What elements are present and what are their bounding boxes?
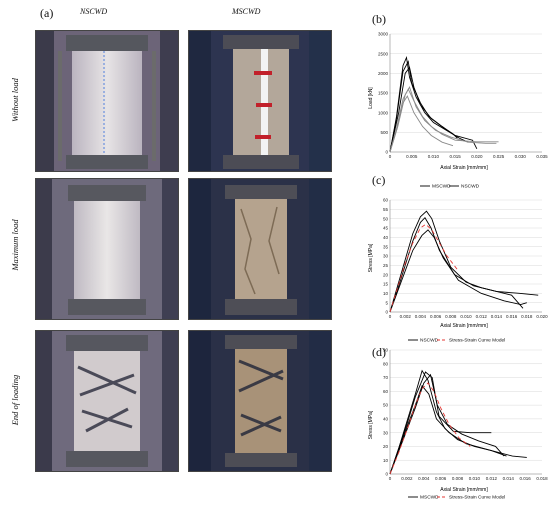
- chart-d-xtick-label: 0.006: [435, 476, 447, 481]
- chart-c-ytick-label: 15: [383, 282, 389, 287]
- chart-d-xtick-label: 0.002: [401, 476, 413, 481]
- chart-c-xlabel: Axial Strain [mm/mm]: [440, 323, 488, 329]
- chart-b-xtick-label: 0.005: [406, 154, 418, 159]
- photo-nscwd-end-of-loading: [35, 330, 179, 472]
- column-header-mscwd: MSCWD: [232, 7, 261, 16]
- chart-c-legend-label: NSCWD: [461, 184, 480, 190]
- chart-b-ylabel: Load [kN]: [368, 87, 374, 109]
- chart-c-legend-label: MSCWD: [432, 184, 451, 190]
- chart-b-xtick-label: 0.035: [536, 154, 548, 159]
- chart-c-ytick-label: 10: [383, 291, 389, 296]
- chart-d-xlabel: Axial Strain [mm/mm]: [440, 487, 488, 493]
- chart-b-xtick-label: 0.030: [515, 154, 527, 159]
- chart-d-xtick-label: 0: [389, 476, 392, 481]
- chart-c-ytick-label: 60: [383, 198, 389, 203]
- chart-c-ytick-label: 25: [383, 263, 389, 268]
- chart-c-xtick-label: 0.004: [415, 314, 427, 319]
- chart-d-letter: (d): [372, 345, 386, 359]
- chart-b-ytick-label: 3000: [378, 32, 389, 37]
- chart-c-series-line: [389, 210, 524, 313]
- chart-b-ytick-label: 2000: [378, 71, 389, 76]
- chart-d-legend-label: NSCWD: [420, 338, 439, 344]
- chart-d-xtick-label: 0.008: [452, 476, 464, 481]
- chart-c-ytick-label: 55: [383, 207, 389, 212]
- chart-c-ytick-label: 30: [383, 254, 389, 259]
- chart-d-ytick-label: 80: [383, 361, 389, 366]
- row-label-maximum-load: Maximum load: [10, 219, 20, 271]
- chart-c-xtick-label: 0: [389, 314, 392, 319]
- chart-d-ytick-label: 40: [383, 416, 389, 421]
- chart-c-xtick-label: 0.012: [476, 314, 488, 319]
- chart-d-xtick-label: 0.018: [536, 476, 548, 481]
- chart-b: 0 500 1000 1500 2000 2500 3000 0 0.005 0.010 0.015…: [368, 32, 548, 171]
- chart-c-xtick-label: 0.018: [521, 314, 533, 319]
- chart-d-ytick-label: 60: [383, 389, 389, 394]
- chart-d-xtick-label: 0.004: [418, 476, 430, 481]
- chart-c-xtick-label: 0.014: [491, 314, 503, 319]
- chart-b-xtick-label: 0.020: [471, 154, 483, 159]
- chart-d-series-line: [389, 371, 492, 475]
- chart-b-xtick-label: 0: [389, 154, 392, 159]
- chart-c-ytick-label: 40: [383, 235, 389, 240]
- chart-b-ytick-label: 1500: [378, 91, 389, 96]
- chart-c-xtick-label: 0.016: [506, 314, 518, 319]
- chart-b-series-line: [389, 60, 478, 153]
- chart-c-series-line: [389, 229, 527, 313]
- chart-c-ytick-label: 0: [385, 310, 388, 315]
- chart-b-ytick-label: 0: [385, 150, 388, 155]
- panel-a-letter: (a): [40, 6, 54, 20]
- chart-c-ytick-label: 5: [385, 300, 388, 305]
- chart-c-xtick-label: 0.002: [400, 314, 412, 319]
- chart-d-ylabel: Stress [MPa]: [368, 410, 374, 439]
- chart-c-ytick-label: 45: [383, 226, 389, 231]
- chart-d-legend-label: Stress-Strain Curve Model: [449, 338, 505, 344]
- chart-b-xlabel: Axial Strain [mm/mm]: [440, 165, 488, 171]
- chart-b-series-line: [389, 66, 458, 153]
- chart-d-xtick-label: 0.012: [486, 476, 498, 481]
- chart-b-ytick-label: 500: [380, 130, 388, 135]
- chart-b-letter: (b): [372, 12, 386, 26]
- chart-d-legend-label: MSCWD: [420, 495, 439, 500]
- chart-c-xtick-label: 0.020: [536, 314, 548, 319]
- chart-c-series-line: [389, 223, 459, 313]
- chart-c-ytick-label: 35: [383, 244, 389, 249]
- chart-d-ytick-label: 20: [383, 444, 389, 449]
- chart-d-ytick-label: 90: [383, 348, 389, 353]
- chart-b-xtick-label: 0.010: [428, 154, 440, 159]
- chart-c-ylabel: Stress [MPa]: [368, 243, 374, 272]
- chart-c-letter: (c): [372, 173, 386, 187]
- chart-c: 0 5 10 15 20 25 30 35 40 45 50 55 60 0 0.002 0.004 0.006…: [368, 184, 548, 329]
- chart-b-xtick-label: 0.025: [493, 154, 505, 159]
- chart-d: 0 10 20 30 40 50 60 70 80 90 0 0.002 0.004 0.006 0.008…: [368, 338, 548, 500]
- photo-mscwd-end-of-loading: [188, 330, 332, 472]
- chart-d-series-line: [389, 382, 471, 475]
- chart-c-ytick-label: 50: [383, 216, 389, 221]
- chart-d-legend-label: Stress-Strain Curve Model: [449, 495, 505, 500]
- photo-mscwd-maximum-load: [188, 178, 332, 320]
- chart-d-series-line: [389, 384, 527, 475]
- chart-c-xtick-label: 0.010: [460, 314, 472, 319]
- chart-d-ytick-label: 70: [383, 375, 389, 380]
- photo-mscwd-without-load: [188, 30, 332, 172]
- photo-nscwd-maximum-load: [35, 178, 179, 320]
- row-label-end-of-loading: End of loading: [10, 374, 20, 426]
- chart-b-series-line: [389, 95, 454, 153]
- row-label-without-load: Without load: [10, 78, 20, 122]
- chart-c-xtick-label: 0.008: [445, 314, 457, 319]
- column-header-nscwd: NSCWD: [80, 7, 108, 16]
- chart-c-ytick-label: 20: [383, 272, 389, 277]
- chart-d-ytick-label: 50: [383, 403, 389, 408]
- chart-c-xtick-label: 0.006: [430, 314, 442, 319]
- chart-d-xtick-label: 0.010: [469, 476, 481, 481]
- chart-d-xtick-label: 0.016: [519, 476, 531, 481]
- photo-nscwd-without-load: [35, 30, 179, 172]
- chart-d-ytick-label: 0: [385, 472, 388, 477]
- chart-c-series-line: [389, 216, 539, 313]
- chart-b-ytick-label: 1000: [378, 110, 389, 115]
- chart-d-ytick-label: 10: [383, 458, 389, 463]
- chart-b-xtick-label: 0.015: [450, 154, 462, 159]
- chart-d-ytick-label: 30: [383, 430, 389, 435]
- chart-d-xtick-label: 0.014: [503, 476, 515, 481]
- chart-b-ytick-label: 2500: [378, 51, 389, 56]
